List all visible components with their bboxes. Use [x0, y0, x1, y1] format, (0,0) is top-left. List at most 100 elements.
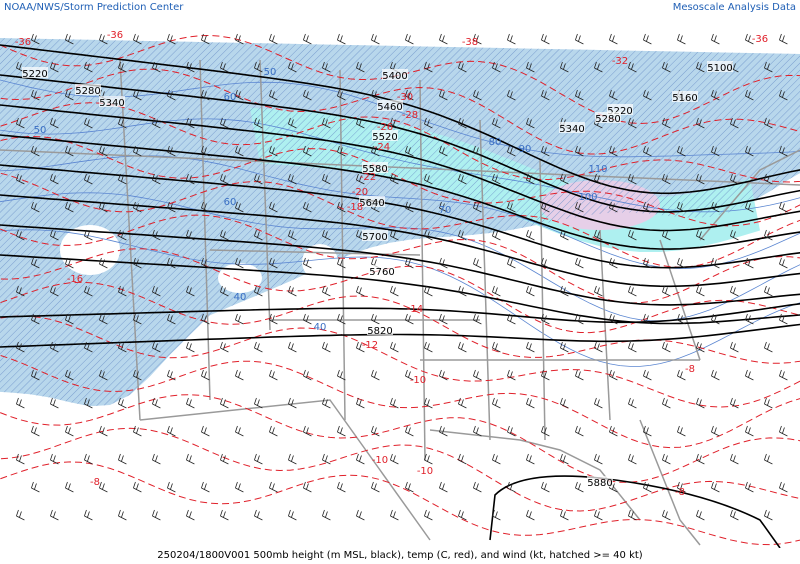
wind-barb: [628, 117, 637, 129]
wind-barb: [696, 173, 705, 185]
wind-barb: [152, 117, 161, 129]
temp-label: -30: [397, 92, 413, 103]
calm-area: [60, 225, 120, 275]
wind-barb: [220, 61, 229, 73]
state-border: [659, 239, 701, 361]
wind-barb: [269, 201, 278, 213]
wind-barb: [696, 285, 705, 297]
wind-barb: [186, 173, 195, 185]
wind-barb: [356, 61, 365, 73]
wind-barb: [473, 89, 482, 101]
wind-barb: [730, 173, 739, 185]
wind-barb: [254, 397, 263, 409]
wind-barb: [235, 425, 244, 437]
wind-barb: [439, 145, 448, 157]
wind-barb: [201, 425, 210, 437]
wind-barb: [677, 481, 686, 493]
wind-barb: [609, 89, 618, 101]
wind-barb: [711, 257, 720, 269]
wind-barb: [575, 257, 584, 269]
state-border: [419, 79, 426, 461]
wind-barb: [575, 33, 584, 45]
wind-barb: [167, 201, 176, 213]
state-border: [699, 149, 800, 241]
temp-label: -36: [752, 34, 768, 45]
isotherm: [0, 214, 800, 304]
wind-barb: [235, 145, 244, 157]
wind-label: 40: [234, 292, 247, 303]
wind-barb: [50, 229, 59, 241]
wind-barb: [371, 89, 380, 101]
wind-barb: [541, 145, 550, 157]
wind-label: 100: [578, 192, 597, 203]
wind-barb: [696, 453, 705, 465]
wind-barb: [65, 369, 74, 381]
wind-barb: [424, 117, 433, 129]
wind-barb: [575, 425, 584, 437]
label-bg: [99, 96, 125, 107]
wind-barb: [288, 117, 297, 129]
wind-barb: [152, 397, 161, 409]
wind-barb: [254, 509, 263, 521]
wind-barb: [526, 229, 535, 241]
wind-barb: [186, 117, 195, 129]
wind-barb: [711, 481, 720, 493]
wind-barb: [541, 425, 550, 437]
wind-barb: [118, 61, 127, 73]
wind-barb: [254, 341, 263, 353]
wind-barb: [424, 173, 433, 185]
wind-barb: [84, 61, 93, 73]
isotherm: [0, 315, 800, 408]
height-contour: [0, 164, 800, 269]
temp-label: -20: [352, 187, 368, 198]
wind-barb: [16, 453, 25, 465]
wind-barb: [118, 341, 127, 353]
wind-barb: [152, 229, 161, 241]
wind-barb: [594, 509, 603, 521]
wind-barb: [84, 173, 93, 185]
isotherm: [0, 248, 800, 334]
wind-barb: [458, 285, 467, 297]
wind-barb: [560, 61, 569, 73]
wind-label: 50: [34, 125, 47, 136]
wind-barb: [303, 369, 312, 381]
wind-barb: [235, 481, 244, 493]
label-bg: [22, 67, 48, 78]
wind-barb: [560, 285, 569, 297]
wind-barb: [16, 117, 25, 129]
wind-barb: [526, 341, 535, 353]
wind-barb: [322, 285, 331, 297]
wind-barb: [337, 89, 346, 101]
wind-barb: [745, 33, 754, 45]
wind-barb: [235, 369, 244, 381]
temp-label: -26: [377, 122, 393, 133]
wind-barb: [220, 173, 229, 185]
wind-barb: [220, 341, 229, 353]
wind-barb: [322, 117, 331, 129]
wind-barb: [424, 397, 433, 409]
wind-barb: [16, 341, 25, 353]
wind-barb: [609, 425, 618, 437]
height-label: 5880: [587, 478, 612, 489]
wind-barb: [643, 145, 652, 157]
height-label: 5640: [359, 198, 384, 209]
height-contour: [0, 194, 800, 288]
wind-barb: [541, 201, 550, 213]
wind-barb: [269, 313, 278, 325]
wind-barb: [424, 285, 433, 297]
temp-label: -14: [407, 304, 423, 315]
wind-barb: [371, 33, 380, 45]
wind-barb: [254, 229, 263, 241]
wind-barb: [269, 481, 278, 493]
wind-barb: [560, 509, 569, 521]
wind-barb: [779, 481, 788, 493]
wind-barb: [730, 509, 739, 521]
height-label: 5280: [75, 86, 100, 97]
wind-barb: [99, 425, 108, 437]
wind-barb: [254, 285, 263, 297]
wind-barb: [594, 229, 603, 241]
wind-barb: [186, 509, 195, 521]
wind-barb: [424, 453, 433, 465]
wind-barb: [152, 453, 161, 465]
wind-barb: [337, 201, 346, 213]
